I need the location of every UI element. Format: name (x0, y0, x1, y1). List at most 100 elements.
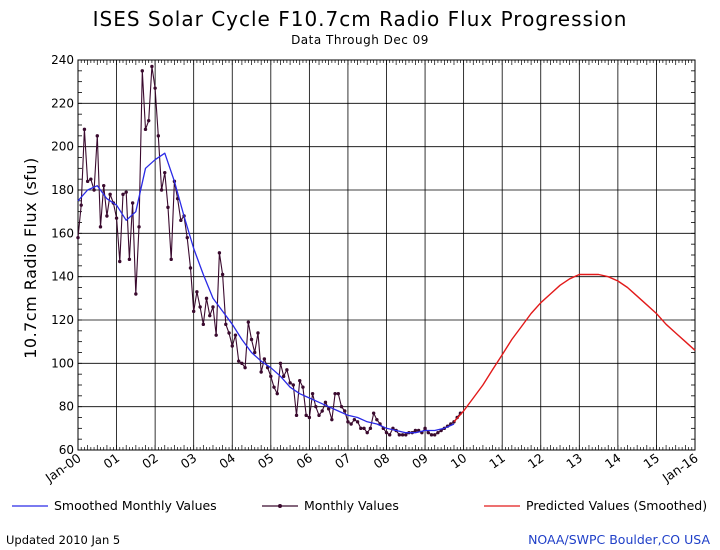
data-point-monthly-values (124, 190, 128, 194)
data-point-monthly-values (285, 368, 289, 372)
data-point-monthly-values (243, 365, 247, 370)
data-point-monthly-values (359, 426, 363, 431)
updated-date: Updated 2010 Jan 5 (6, 533, 121, 547)
data-point-monthly-values (118, 259, 122, 264)
data-point-monthly-values (76, 235, 80, 240)
data-point-monthly-values (195, 290, 199, 294)
data-point-monthly-values (330, 417, 334, 422)
data-point-monthly-values (230, 344, 234, 348)
y-tick-label: 200 (51, 140, 74, 154)
legend-predicted: Predicted Values (Smoothed) (484, 498, 707, 513)
data-point-monthly-values (217, 251, 222, 255)
x-tick-label: 01 (101, 450, 123, 471)
data-point-monthly-values (227, 331, 231, 335)
x-tick-label: Jan-16 (659, 450, 701, 486)
data-point-monthly-values (137, 225, 141, 229)
data-point-monthly-values (388, 433, 392, 437)
data-point-monthly-values (426, 430, 430, 435)
x-tick-label: 12 (525, 450, 547, 471)
data-point-monthly-values (82, 127, 87, 132)
data-point-monthly-values (336, 391, 340, 396)
data-point-monthly-values (89, 177, 93, 181)
data-point-monthly-values (288, 381, 292, 385)
data-point-monthly-values (371, 411, 376, 415)
data-point-monthly-values (323, 400, 328, 405)
data-point-monthly-values (429, 433, 434, 437)
data-point-monthly-values (208, 313, 212, 318)
data-point-monthly-values (400, 433, 405, 437)
legend-smoothed-label: Smoothed Monthly Values (54, 498, 217, 513)
data-point-monthly-values (326, 407, 331, 411)
data-point-monthly-values (404, 433, 408, 437)
data-point-monthly-values (272, 385, 276, 389)
data-point-monthly-values (146, 118, 151, 123)
credit-text: NOAA/SWPC Boulder,CO USA (528, 532, 710, 547)
data-point-monthly-values (307, 415, 312, 420)
y-tick-label: 120 (51, 313, 74, 327)
y-tick-label: 140 (51, 270, 74, 284)
x-tick-label: 11 (486, 450, 508, 471)
data-point-monthly-values (259, 370, 263, 374)
data-point-monthly-values (301, 385, 305, 389)
data-point-monthly-values (236, 359, 241, 363)
data-point-monthly-values (166, 205, 170, 210)
data-point-monthly-values (256, 331, 260, 335)
x-tick-label: 06 (293, 450, 315, 471)
data-point-monthly-values (304, 413, 308, 418)
legend-predicted-label: Predicted Values (Smoothed) (526, 498, 708, 513)
data-point-monthly-values (375, 417, 379, 422)
data-point-monthly-values (214, 333, 218, 337)
data-point-monthly-values (163, 170, 167, 175)
data-point-monthly-values (291, 383, 295, 387)
data-point-monthly-values (156, 134, 161, 138)
data-point-monthly-values (436, 430, 440, 435)
data-point-monthly-values (114, 216, 119, 220)
data-point-monthly-values (198, 305, 202, 309)
data-point-monthly-values (130, 201, 135, 205)
chart-subtitle: Data Through Dec 09 (291, 33, 429, 47)
data-point-monthly-values (317, 413, 321, 418)
data-point-monthly-values (384, 430, 389, 435)
x-tick-label: 15 (641, 450, 663, 471)
data-point-monthly-values (269, 374, 273, 379)
y-tick-label: 220 (51, 96, 74, 110)
x-tick-label: 14 (602, 450, 624, 471)
data-point-monthly-values (185, 235, 189, 240)
y-tick-label: 240 (51, 53, 74, 67)
data-point-monthly-values (204, 296, 209, 301)
data-point-monthly-values (201, 322, 206, 327)
data-point-monthly-values (346, 420, 350, 424)
data-point-monthly-values (314, 404, 318, 409)
y-tick-label: 80 (59, 400, 74, 414)
data-point-monthly-values (349, 422, 353, 426)
series-line-monthly-values (77, 65, 461, 436)
legend-predicted-swatch (484, 504, 520, 507)
data-point-monthly-values (108, 192, 112, 197)
data-point-monthly-values (179, 218, 183, 223)
data-point-monthly-values (240, 361, 244, 366)
data-point-monthly-values (121, 192, 125, 197)
data-point-monthly-values (397, 433, 402, 437)
data-point-monthly-values (362, 426, 366, 431)
data-point-monthly-values (352, 417, 357, 422)
data-point-monthly-values (102, 183, 106, 188)
data-point-monthly-values (211, 305, 215, 309)
x-tick-label: 13 (563, 450, 585, 471)
data-point-monthly-values (249, 337, 254, 342)
data-point-monthly-values (281, 374, 286, 379)
x-tick-label: 02 (139, 450, 161, 471)
data-point-monthly-values (368, 426, 373, 431)
data-point-monthly-values (220, 272, 225, 277)
data-point-monthly-values (413, 428, 418, 433)
data-point-monthly-values (79, 203, 83, 207)
data-point-monthly-values (169, 257, 173, 262)
data-point-monthly-values (298, 378, 302, 383)
data-point-monthly-values (262, 357, 267, 361)
x-tick-label: 08 (371, 450, 393, 471)
data-point-monthly-values (343, 409, 347, 413)
x-tick-label: 07 (332, 450, 354, 471)
y-tick-label: 160 (51, 226, 74, 240)
